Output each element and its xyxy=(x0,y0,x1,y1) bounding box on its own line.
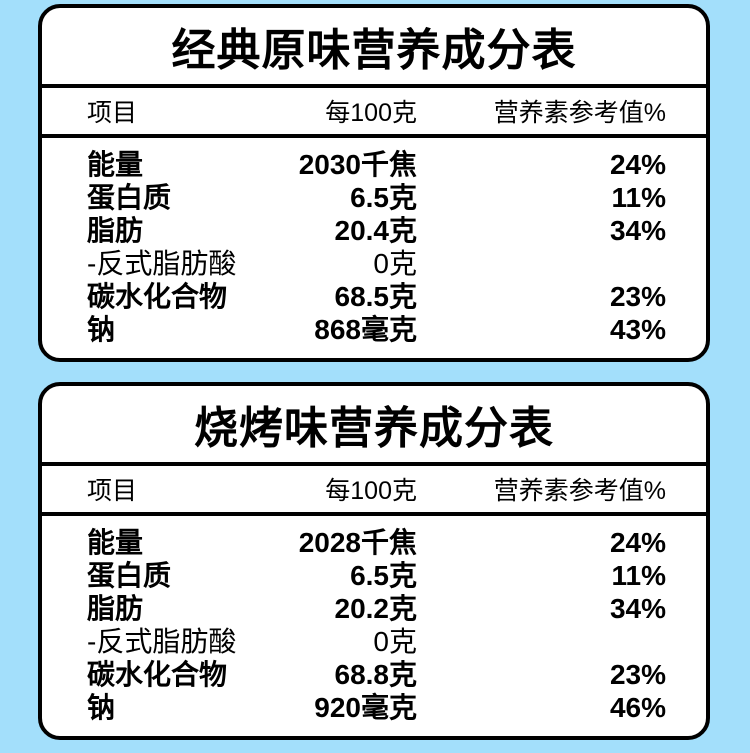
cell-amount: 868毫克 xyxy=(314,314,417,345)
table-header-row: 项目 每100克 营养素参考值% xyxy=(42,466,706,516)
table-row-sodium: 钠 868毫克 43% xyxy=(87,313,666,346)
cell-name: 碳水化合物 xyxy=(87,659,228,690)
cell-name: 能量 xyxy=(87,149,144,180)
cell-amount: 68.8克 xyxy=(334,659,418,690)
cell-amount: 20.2克 xyxy=(334,593,418,624)
table-row-energy: 能量 2028千焦 24% xyxy=(87,526,666,559)
cell-name: 蛋白质 xyxy=(87,560,172,591)
cell-name: 脂肪 xyxy=(87,215,144,246)
cell-amount: 0克 xyxy=(373,626,417,657)
cell-nrv: 46% xyxy=(609,692,666,723)
cell-name: 脂肪 xyxy=(87,593,144,624)
cell-nrv xyxy=(417,247,666,280)
cell-nrv: 11% xyxy=(611,182,667,213)
cell-amount: 2030千焦 xyxy=(298,149,417,180)
table-row-sodium: 钠 920毫克 46% xyxy=(87,691,666,724)
cell-amount: 2028千焦 xyxy=(298,527,417,558)
cell-amount: 6.5克 xyxy=(350,560,417,591)
table-row-trans-fat: -反式脂肪酸 0克 xyxy=(87,247,666,280)
cell-amount: 920毫克 xyxy=(314,692,417,723)
column-header-per100g: 每100克 xyxy=(325,477,417,505)
cell-name: 蛋白质 xyxy=(87,182,172,213)
cell-name: 碳水化合物 xyxy=(87,281,228,312)
table-row-carbohydrate: 碳水化合物 68.8克 23% xyxy=(87,658,666,691)
table-row-carbohydrate: 碳水化合物 68.5克 23% xyxy=(87,280,666,313)
cell-nrv: 34% xyxy=(609,215,666,246)
cell-amount: 20.4克 xyxy=(334,215,418,246)
cell-nrv: 43% xyxy=(609,314,666,345)
cell-name: 能量 xyxy=(87,527,144,558)
cell-amount: 0克 xyxy=(373,248,417,279)
cell-amount: 68.5克 xyxy=(334,281,418,312)
cell-nrv: 24% xyxy=(609,149,666,180)
table-row-fat: 脂肪 20.2克 34% xyxy=(87,592,666,625)
card-title: 烧烤味营养成分表 xyxy=(42,386,706,466)
table-body: 能量 2028千焦 24% 蛋白质 6.5克 11% 脂肪 20.2克 34% … xyxy=(42,516,706,724)
table-row-energy: 能量 2030千焦 24% xyxy=(87,148,666,181)
nutrition-card-classic: 经典原味营养成分表 项目 每100克 营养素参考值% 能量 2030千焦 24%… xyxy=(38,4,710,362)
column-header-nrv: 营养素参考值% xyxy=(493,477,666,505)
table-row-protein: 蛋白质 6.5克 11% xyxy=(87,559,666,592)
table-row-trans-fat: -反式脂肪酸 0克 xyxy=(87,625,666,658)
column-header-item: 项目 xyxy=(87,99,138,127)
cell-name: 钠 xyxy=(87,692,116,723)
cell-name: -反式脂肪酸 xyxy=(87,626,237,657)
table-row-fat: 脂肪 20.4克 34% xyxy=(87,214,666,247)
column-header-per100g: 每100克 xyxy=(325,99,417,127)
cell-name: 钠 xyxy=(87,314,116,345)
cell-amount: 6.5克 xyxy=(350,182,417,213)
cell-nrv: 23% xyxy=(609,281,666,312)
nutrition-card-bbq: 烧烤味营养成分表 项目 每100克 营养素参考值% 能量 2028千焦 24% … xyxy=(38,382,710,740)
table-body: 能量 2030千焦 24% 蛋白质 6.5克 11% 脂肪 20.4克 34% … xyxy=(42,138,706,346)
cell-nrv: 24% xyxy=(609,527,666,558)
cell-nrv: 34% xyxy=(609,593,666,624)
cell-name: -反式脂肪酸 xyxy=(87,248,237,279)
column-header-item: 项目 xyxy=(87,477,138,505)
cell-nrv: 23% xyxy=(609,659,666,690)
table-row-protein: 蛋白质 6.5克 11% xyxy=(87,181,666,214)
card-title: 经典原味营养成分表 xyxy=(42,8,706,88)
table-header-row: 项目 每100克 营养素参考值% xyxy=(42,88,706,138)
cell-nrv: 11% xyxy=(611,560,667,591)
column-header-nrv: 营养素参考值% xyxy=(493,99,666,127)
cell-nrv xyxy=(417,625,666,658)
